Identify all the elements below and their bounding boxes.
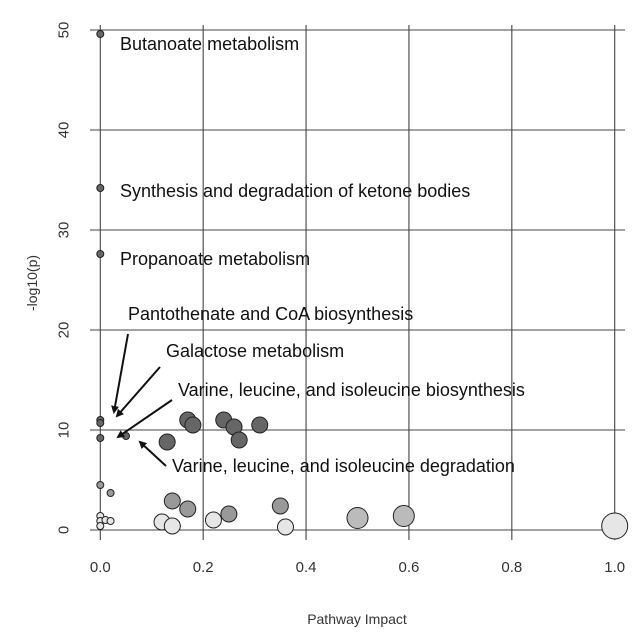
data-point xyxy=(107,518,114,525)
axis-ticks: 0.0 0.2 0.4 0.6 0.8 1.0 0 10 20 30 40 50 xyxy=(56,22,626,576)
annotations: Butanoate metabolism Synthesis and degrad… xyxy=(114,34,525,476)
y-tick-label: 50 xyxy=(56,22,73,39)
data-point xyxy=(164,518,180,534)
data-point xyxy=(97,523,104,530)
y-tick-label: 20 xyxy=(56,322,73,339)
annotation-label: Propanoate metabolism xyxy=(120,249,310,269)
scatter-chart: 0.0 0.2 0.4 0.6 0.8 1.0 0 10 20 30 40 50 Butanoate … xyxy=(0,0,640,640)
x-tick-label: 0.8 xyxy=(501,559,522,576)
x-tick-label: 0.4 xyxy=(296,559,317,576)
data-point xyxy=(97,420,104,427)
data-point xyxy=(180,501,196,517)
y-tick-label: 40 xyxy=(56,122,73,139)
data-point xyxy=(97,251,104,258)
data-point xyxy=(277,519,293,535)
annotation-label: Varine, leucine, and isoleucine biosynth… xyxy=(178,380,525,400)
x-tick-label: 1.0 xyxy=(604,559,625,576)
x-tick-label: 0.6 xyxy=(399,559,420,576)
x-tick-label: 0.0 xyxy=(90,559,111,576)
y-axis-label: -log10(p) xyxy=(24,255,40,311)
y-tick-label: 30 xyxy=(56,222,73,239)
x-axis-label: Pathway Impact xyxy=(307,611,407,627)
data-point xyxy=(602,513,628,539)
annotation-label: Varine, leucine, and isoleucine degradat… xyxy=(172,456,515,476)
annotation-arrow xyxy=(114,334,128,412)
data-point xyxy=(164,493,180,509)
x-tick-label: 0.2 xyxy=(193,559,214,576)
annotation-label: Butanoate metabolism xyxy=(120,34,299,54)
data-point xyxy=(393,506,414,527)
annotation-label: Synthesis and degradation of ketone bodi… xyxy=(120,181,470,201)
annotation-label: Galactose metabolism xyxy=(166,341,344,361)
y-tick-label: 0 xyxy=(56,526,73,534)
data-point xyxy=(107,490,114,497)
y-tick-label: 10 xyxy=(56,422,73,439)
data-point xyxy=(97,31,104,38)
data-point xyxy=(252,417,268,433)
data-point xyxy=(159,434,175,450)
data-point xyxy=(97,435,104,442)
annotation-arrow xyxy=(117,367,160,416)
data-point xyxy=(221,506,237,522)
annotation-label: Pantothenate and CoA biosynthesis xyxy=(128,304,413,324)
data-point xyxy=(185,417,201,433)
data-point xyxy=(272,498,288,514)
data-point xyxy=(231,432,247,448)
data-point xyxy=(347,508,368,529)
data-point xyxy=(97,482,104,489)
data-point xyxy=(97,185,104,192)
data-point xyxy=(205,512,221,528)
